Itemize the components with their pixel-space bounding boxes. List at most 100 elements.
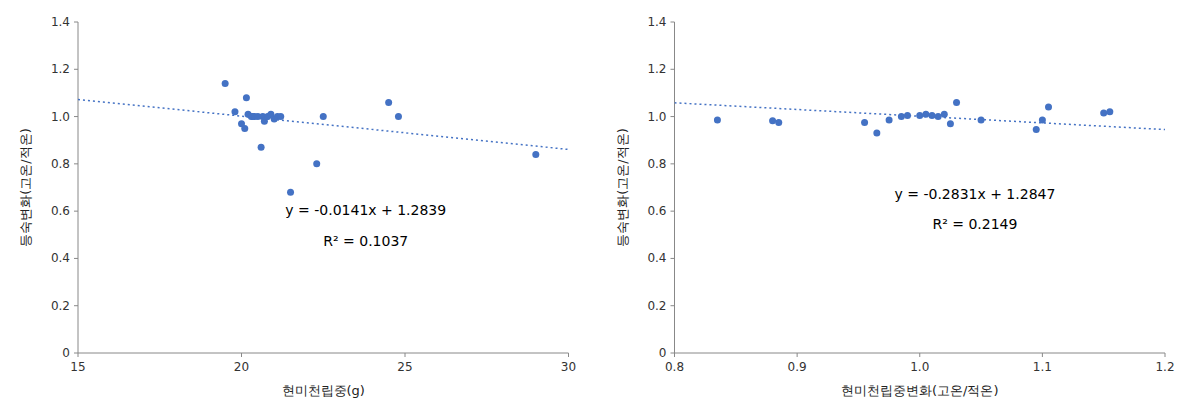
y-tick-label: 0.4 [647,251,666,265]
y-tick [74,22,78,23]
x-tick [405,353,406,357]
scatter-point [953,99,960,106]
x-tick [241,353,242,357]
x-tick-label: 1.2 [1155,360,1174,374]
scatter-point [886,117,893,124]
scatter-point [222,80,229,87]
x-axis-label: 현미천립중변화(고온/적온) [841,383,999,398]
y-tick [74,353,78,354]
y-tick-label: 0.2 [647,299,666,313]
y-tick [74,116,78,117]
y-tick-label: 0.4 [51,251,70,265]
x-tick [568,353,569,357]
y-tick-label: 0 [62,346,70,360]
y-tick-label: 1.4 [647,15,666,29]
y-tick [74,69,78,70]
y-tick-label: 1.2 [647,62,666,76]
x-tick-label: 15 [70,360,85,374]
scatter-point [1106,108,1113,115]
y-tick [671,305,675,306]
scatter-point [258,144,265,151]
scatter-point [287,189,294,196]
scatter-point [1045,104,1052,111]
scatter-point [873,130,880,137]
scatter-point [941,111,948,118]
page: {"chart_data": [ {"type": "scatter", "x"… [0,0,1193,411]
scatter-point [935,113,942,120]
x-tick-label: 20 [234,360,249,374]
y-tick-label: 0 [659,346,667,360]
scatter-point [904,112,911,119]
y-tick-label: 0.2 [51,299,70,313]
scatter-point [1100,110,1107,117]
scatter-point [898,113,905,120]
scatter-point [1039,117,1046,124]
y-axis-label: 등숙변화(고온/적온) [615,128,630,247]
scatter-point [320,113,327,120]
x-tick-label: 30 [561,360,576,374]
y-tick [74,305,78,306]
y-tick-label: 1.4 [51,15,70,29]
scatter-point [532,151,539,158]
y-tick [671,353,675,354]
x-tick [797,353,798,357]
annotation: R² = 0.2149 [932,216,1017,232]
scatter-point [769,117,776,124]
annotation: y = -0.2831x + 1.2847 [895,186,1056,202]
chart-root: 15 20 25 30 0 0.2 0.4 0.6 0.8 1.0 1.2 1.4 현미천립중(g) 등숙… [0,0,1193,411]
y-tick-label: 0.8 [51,157,70,171]
y-axis-label: 등숙변화(고온/적온) [18,128,33,247]
scatter-point [714,117,721,124]
x-tick [1042,353,1043,357]
x-tick [919,353,920,357]
y-tick-label: 1.0 [51,110,70,124]
scatter-point [395,113,402,120]
scatter-point [916,112,923,119]
scatter-point [1033,126,1040,133]
y-tick-label: 0.6 [51,204,70,218]
y-tick-label: 1.0 [647,110,666,124]
x-tick [674,353,675,357]
scatter-point [277,113,284,120]
y-tick [671,258,675,259]
scatter-point [978,117,985,124]
scatter-point [929,112,936,119]
annotation: R² = 0.1037 [323,233,408,249]
y-tick [671,116,675,117]
scatter-point [385,99,392,106]
scatter-point [241,125,248,132]
x-tick-label: 1.1 [1033,360,1052,374]
y-tick [671,22,675,23]
trend-line [78,99,569,149]
y-tick [74,163,78,164]
x-tick-label: 25 [397,360,412,374]
y-axis-line [78,22,79,353]
panel: 15 20 25 30 0 0.2 0.4 0.6 0.8 1.0 1.2 1.4 현미천립중(g) 등숙… [18,15,576,398]
x-tick [78,353,79,357]
x-tick-label: 0.8 [665,360,684,374]
scatter-point [947,120,954,127]
scatter-point [775,119,782,126]
scatter-point [231,108,238,115]
plot-area [675,99,1166,137]
y-tick [671,69,675,70]
x-axis-line [78,353,569,354]
scatter-point [861,119,868,126]
y-tick [74,258,78,259]
plot-area [78,80,569,196]
scatter-point [313,160,320,167]
y-tick [671,211,675,212]
y-tick-label: 0.6 [647,204,666,218]
y-tick-label: 0.8 [647,157,666,171]
y-tick-label: 1.2 [51,62,70,76]
panel: 0.8 0.9 1.0 1.1 1.2 0 0.2 0.4 0.6 0.8 1.0 1.2 1.4 현미천… [615,15,1175,398]
scatter-point [922,111,929,118]
x-tick-label: 0.9 [788,360,807,374]
x-tick [1165,353,1166,357]
x-tick-label: 1.0 [910,360,929,374]
trend-line [675,103,1166,130]
x-axis-label: 현미천립중(g) [282,383,365,398]
annotation: y = -0.0141x + 1.2839 [285,202,446,218]
y-tick [74,211,78,212]
scatter-point [243,94,250,101]
